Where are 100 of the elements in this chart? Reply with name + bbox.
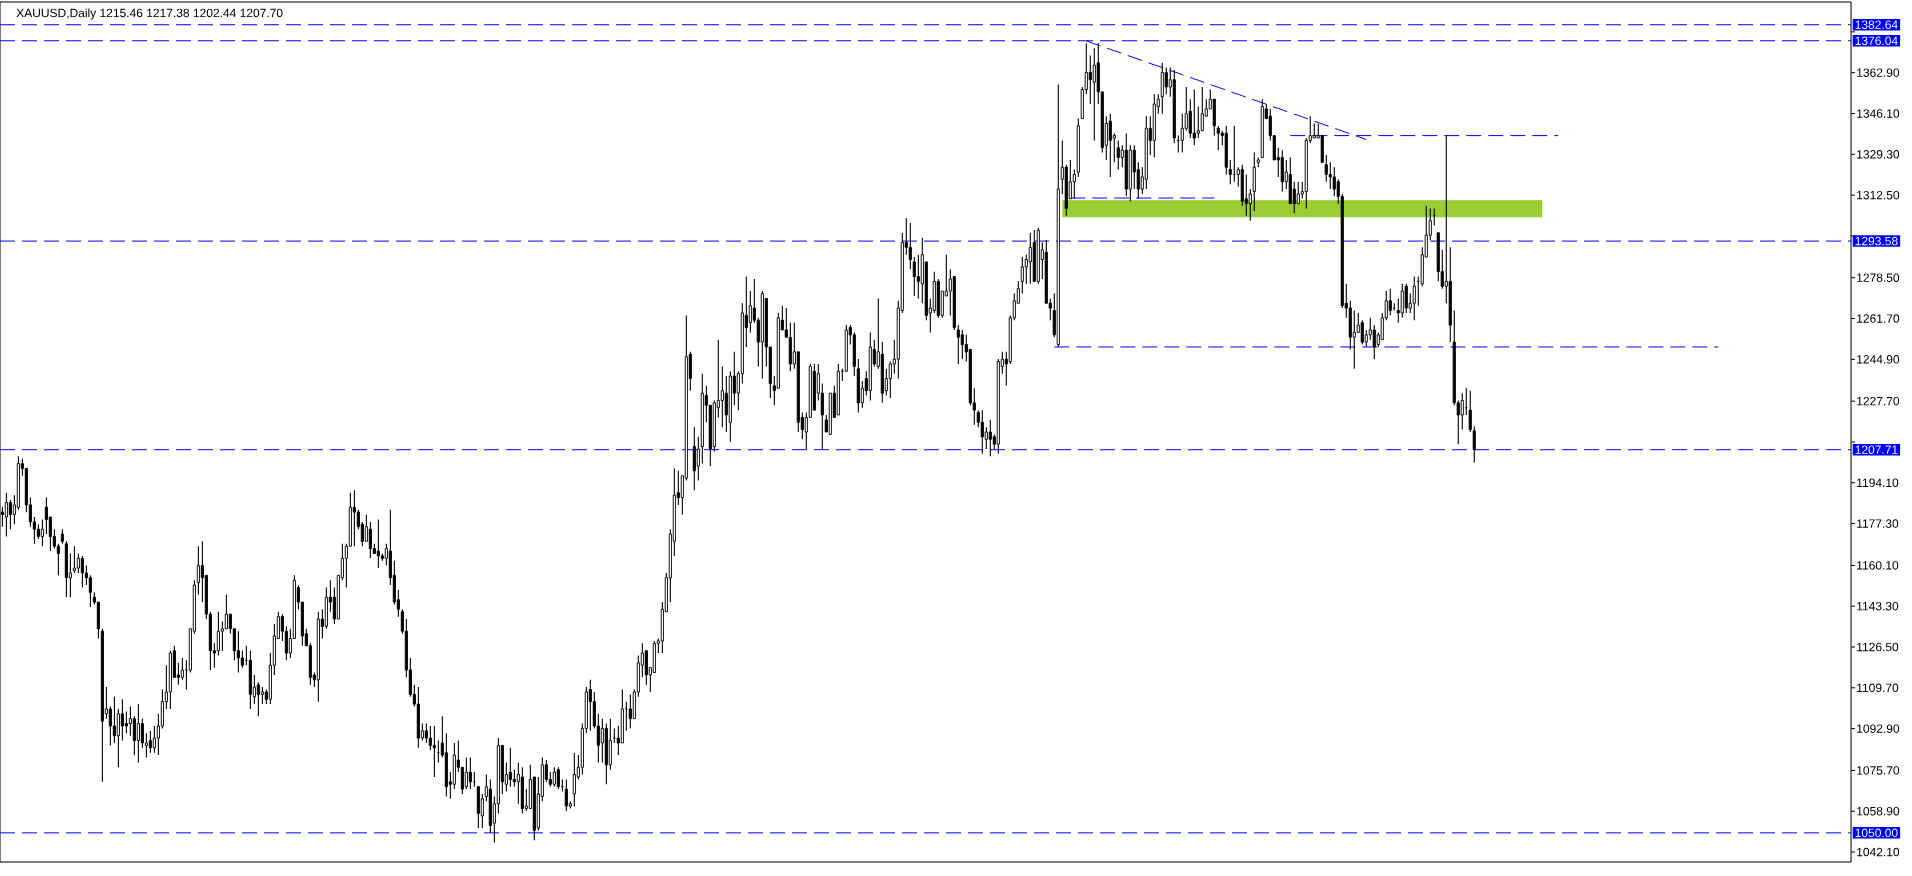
- candlestick: [552, 766, 556, 788]
- candlestick: [564, 778, 568, 812]
- ref-line-label: 1293.58: [1855, 236, 1898, 246]
- y-tick-label: 1227.70: [1857, 396, 1900, 406]
- candlestick: [40, 518, 44, 547]
- candlestick: [556, 766, 560, 790]
- y-tick-label: 1278.50: [1857, 273, 1900, 282]
- candlestick: [376, 518, 380, 569]
- y-tick-label: 1346.10: [1857, 109, 1900, 118]
- candlestick: [436, 739, 440, 763]
- candlestick: [1412, 275, 1416, 321]
- ref-line-label: 1376.04: [1855, 36, 1898, 46]
- candlestick: [1400, 283, 1404, 319]
- ref-line-label: 1207.71: [1855, 445, 1898, 454]
- y-tick-label: 1092.90: [1857, 724, 1900, 733]
- candlestick: [112, 696, 116, 744]
- candlestick: [132, 715, 136, 756]
- candlestick: [196, 545, 200, 596]
- candlestick: [600, 718, 604, 763]
- candlestick: [696, 436, 700, 482]
- candlestick: [572, 752, 576, 807]
- y-tick-label: 1362.90: [1857, 68, 1900, 77]
- candlestick: [468, 756, 472, 790]
- candlestick: [984, 426, 988, 450]
- candlestick: [1192, 88, 1196, 146]
- candlestick: [352, 489, 356, 547]
- candlestick: [916, 254, 920, 299]
- y-tick-label: 1329.30: [1857, 150, 1900, 159]
- candlestick: [720, 365, 724, 428]
- candlestick: [1372, 324, 1376, 360]
- candlestick: [180, 657, 184, 681]
- y-tick-label: 1042.10: [1857, 847, 1900, 857]
- candlestick: [80, 555, 84, 589]
- candlestick: [140, 718, 144, 749]
- candlestick: [124, 710, 128, 734]
- candlestick: [1116, 139, 1120, 171]
- y-tick-label: 1194.10: [1857, 478, 1899, 488]
- candlestick: [1196, 105, 1200, 139]
- candlestick: [224, 594, 228, 630]
- candlestick: [1028, 232, 1032, 285]
- candlestick: [256, 681, 260, 717]
- candlestick: [1404, 283, 1408, 314]
- candlestick: [1332, 166, 1336, 197]
- candlestick: [956, 324, 960, 365]
- candlestick: [1020, 256, 1024, 295]
- candlestick: [4, 492, 8, 538]
- candlestick: [464, 756, 468, 790]
- y-tick-label: 1126.50: [1857, 642, 1899, 652]
- candlestick: [1352, 309, 1356, 370]
- y-tick-label: 1244.90: [1857, 355, 1900, 364]
- candlestick: [216, 611, 220, 657]
- candlestick: [128, 705, 132, 737]
- candlestick: [108, 705, 112, 746]
- candlestick: [1092, 47, 1096, 142]
- candlestick: [72, 545, 76, 574]
- candlestick: [1132, 144, 1136, 190]
- candlestick: [8, 499, 12, 530]
- candlestick: [1232, 125, 1236, 183]
- ref-line-label: 1050.00: [1855, 828, 1898, 838]
- candlestick: [1324, 154, 1328, 183]
- y-tick-label: 1177.30: [1857, 519, 1899, 528]
- candlestick: [1296, 181, 1300, 205]
- chart-title: XAUUSD,Daily 1215.46 1217.38 1202.44 1207.70: [16, 8, 283, 20]
- candlestick: [1164, 67, 1168, 95]
- candlestick: [628, 693, 632, 729]
- y-tick-label: 1312.50: [1857, 190, 1900, 200]
- candlestick: [432, 725, 436, 778]
- candlestick: [516, 761, 520, 805]
- candlestick: [116, 708, 120, 768]
- candlestick: [1244, 173, 1248, 217]
- candlestick: [508, 747, 512, 788]
- candlestick: [1188, 98, 1192, 139]
- candlestick: [244, 645, 248, 666]
- candlestick: [1072, 169, 1076, 200]
- y-tick-label: 1160.10: [1857, 561, 1899, 570]
- candlestick: [1328, 161, 1332, 190]
- candlestick: [724, 375, 728, 433]
- candlestick: [1180, 113, 1184, 154]
- candlestick: [428, 725, 432, 751]
- candlestick: [368, 521, 372, 559]
- candlestick: [44, 497, 48, 535]
- candlestick: [424, 722, 428, 744]
- y-tick-label: 1058.90: [1857, 806, 1900, 816]
- candlestick: [152, 725, 156, 754]
- y-tick-label: 1075.70: [1857, 766, 1900, 775]
- candlestick: [120, 698, 124, 742]
- candlestick: [76, 552, 80, 574]
- candlestick: [1248, 188, 1252, 222]
- y-tick-label: 1143.30: [1857, 601, 1899, 611]
- candlestick: [748, 290, 752, 333]
- ref-line-label: 1382.64: [1855, 20, 1898, 29]
- candlestick: [136, 703, 140, 763]
- candlestick: [1200, 86, 1204, 132]
- candlestick: [1388, 288, 1392, 316]
- candlestick: [1228, 159, 1232, 185]
- candlestick: [1088, 54, 1092, 105]
- candlestick: [236, 630, 240, 674]
- candlestick: [908, 222, 912, 270]
- y-tick-label: 1109.70: [1857, 683, 1899, 693]
- candlestick: [88, 574, 92, 608]
